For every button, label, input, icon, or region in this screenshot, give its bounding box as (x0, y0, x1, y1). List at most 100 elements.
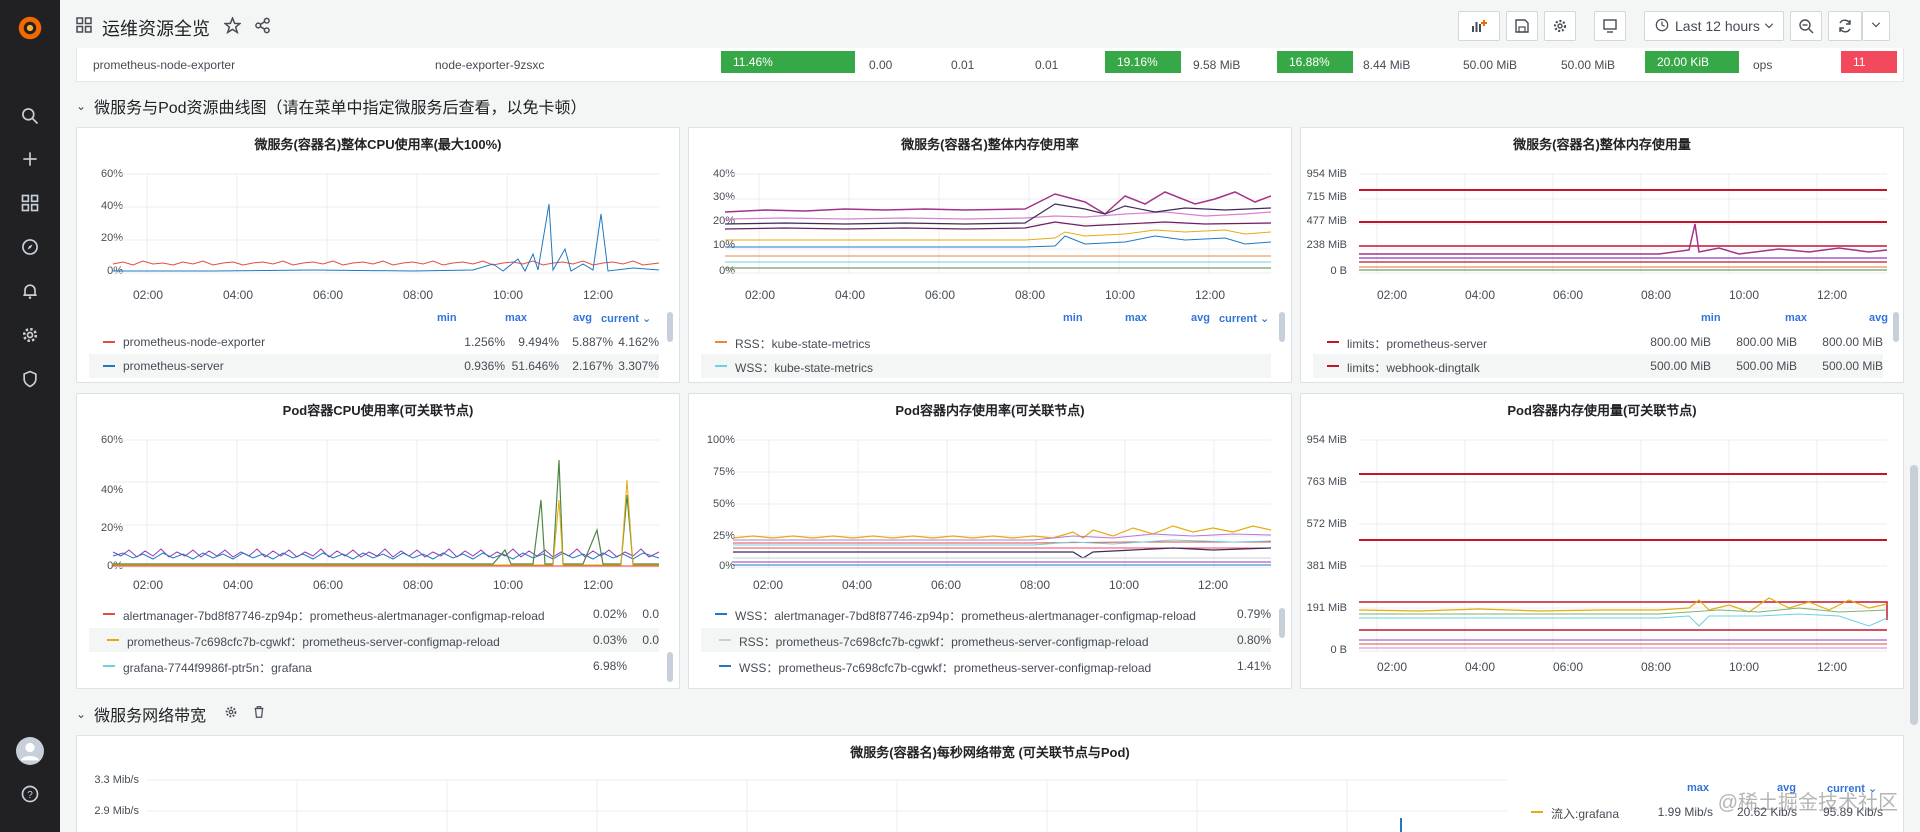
panel-title[interactable]: Pod容器内存使用量(可关联节点) (1507, 403, 1697, 418)
legend-label: RSS：prometheus-7c698cfc7b-cgwkf：promethe… (739, 635, 1149, 649)
legend-col-avg[interactable]: avg (573, 312, 592, 324)
legend-col-max[interactable]: max (1785, 312, 1808, 324)
legend-item[interactable]: RSS：kube-state-metrics (701, 330, 1271, 354)
plus-icon[interactable] (0, 141, 60, 177)
legend-swatch (103, 665, 115, 667)
panel-memory-usage-rate[interactable]: 微服务(容器名)整体内存使用率 40% 30% 20% 10% 0% 02:00… (688, 127, 1292, 383)
legend-value: 800.00 MiB (1650, 335, 1711, 349)
legend-col-max[interactable]: max (1687, 782, 1710, 794)
table-cell: 0.01 (1035, 58, 1059, 72)
trash-icon[interactable] (252, 705, 266, 724)
legend-scrollbar[interactable] (1279, 312, 1285, 342)
table-cell: 0.00 (869, 58, 893, 72)
save-dashboard-button[interactable] (1506, 11, 1538, 41)
add-panel-button[interactable] (1458, 11, 1500, 41)
gear-icon[interactable] (0, 317, 60, 353)
panel-pod-memory-usage[interactable]: Pod容器内存使用量(可关联节点) 954 MiB 763 MiB 572 Mi… (1300, 393, 1904, 689)
legend-col-current[interactable]: current ⌄ (1827, 783, 1878, 795)
legend-col-avg[interactable]: avg (1777, 782, 1796, 794)
legend-col-avg[interactable]: avg (1869, 312, 1888, 324)
avatar[interactable] (0, 733, 60, 769)
panel-title[interactable]: 微服务(容器名)整体内存使用量 (1513, 137, 1691, 152)
legend-col-min[interactable]: min (1063, 312, 1083, 324)
panel-cpu-usage[interactable]: 微服务(容器名)整体CPU使用率(最大100%) 60% 40% 20% 0% … (76, 127, 680, 383)
legend-value: 95.89 Kib/s (1822, 805, 1883, 819)
refresh-interval-dropdown[interactable] (1862, 11, 1890, 41)
gear-icon[interactable] (224, 705, 238, 724)
legend-scrollbar[interactable] (667, 652, 673, 682)
graph-plot[interactable] (724, 173, 1272, 274)
legend-item[interactable]: 流入:grafana 1.99 Mib/s 20.62 Kib/s 95.89 … (1517, 800, 1883, 824)
panel-title[interactable]: 微服务(容器名)整体CPU使用率(最大100%) (254, 137, 502, 152)
panel-title[interactable]: Pod容器CPU使用率(可关联节点) (282, 403, 474, 418)
graph-plot[interactable] (112, 439, 660, 568)
explore-icon[interactable] (0, 229, 60, 265)
panel-pod-cpu-usage[interactable]: Pod容器CPU使用率(可关联节点) 60% 40% 20% 0% 02:00 … (76, 393, 680, 689)
legend-item[interactable]: prometheus-node-exporter 1.256% 9.494% 5… (89, 330, 659, 354)
legend-item[interactable]: grafana-7744f9986f-ptr5n：grafana 6.98% (89, 654, 659, 678)
legend-label: 流入:grafana (1551, 807, 1620, 821)
legend-col-min[interactable]: min (1701, 312, 1721, 324)
table-cell: 50.00 MiB (1561, 58, 1616, 72)
panel-pod-memory-usage-rate[interactable]: Pod容器内存使用率(可关联节点) 100% 75% 50% 25% 0% 02… (688, 393, 1292, 689)
help-icon[interactable]: ? (0, 776, 60, 812)
chevron-down-icon: ⌄ (76, 99, 87, 113)
x-tick: 12:00 (583, 288, 614, 302)
table-cell-gauge: 11.46% (721, 51, 855, 73)
legend-scrollbar[interactable] (1279, 608, 1285, 638)
legend-item[interactable]: prometheus-server 0.936% 51.646% 2.167% … (89, 354, 659, 378)
x-tick: 08:00 (403, 578, 434, 592)
sidebar: ? (0, 0, 60, 832)
panel-network-bandwidth[interactable]: 微服务(容器名)每秒网络带宽 (可关联节点与Pod) 3.3 Mib/s 2.9… (76, 735, 1904, 832)
legend-item[interactable]: alertmanager-7bd8f87746-zp94p：prometheus… (89, 602, 659, 626)
x-tick: 02:00 (753, 578, 784, 592)
y-tick: 238 MiB (1306, 239, 1347, 251)
legend-col-min[interactable]: min (437, 312, 457, 324)
legend-item[interactable]: limits：prometheus-server 800.00 MiB 800.… (1313, 330, 1883, 354)
row-header-pod-resources[interactable]: ⌄ 微服务与Pod资源曲线图（请在菜单中指定微服务后查看，以免卡顿） (76, 94, 587, 118)
graph-plot[interactable] (1359, 173, 1888, 274)
legend-item[interactable]: limits：webhook-dingtalk 500.00 MiB 500.0… (1313, 354, 1883, 378)
legend-col-avg[interactable]: avg (1191, 312, 1210, 324)
legend-scrollbar[interactable] (1893, 312, 1899, 342)
graph-plot[interactable] (1358, 439, 1888, 652)
graph-plot[interactable] (732, 439, 1272, 568)
legend-col-current[interactable]: current ⌄ (601, 313, 652, 325)
y-tick: 60% (100, 168, 123, 180)
legend-label: alertmanager-7bd8f87746-zp94p：prometheus… (123, 609, 545, 623)
panel-title[interactable]: 微服务(容器名)每秒网络带宽 (可关联节点与Pod) (850, 745, 1130, 760)
legend-swatch (719, 639, 731, 641)
y-tick: 2.9 Mib/s (94, 805, 139, 817)
star-icon[interactable] (223, 16, 242, 37)
alert-bell-icon[interactable] (0, 273, 60, 309)
share-icon[interactable] (254, 17, 271, 37)
legend-item[interactable]: WSS：alertmanager-7bd8f87746-zp94p：promet… (701, 602, 1271, 626)
page-title[interactable]: 运维资源全览 (102, 19, 210, 39)
legend-col-max[interactable]: max (1125, 312, 1148, 324)
page-scrollbar[interactable] (1910, 465, 1918, 725)
time-picker-button[interactable]: Last 12 hours (1644, 11, 1784, 41)
legend-col-max[interactable]: max (505, 312, 528, 324)
row-header-network[interactable]: ⌄ 微服务网络带宽 (76, 702, 266, 726)
panel-title[interactable]: Pod容器内存使用率(可关联节点) (895, 403, 1085, 418)
graph-plot[interactable] (112, 173, 660, 274)
grafana-logo-icon[interactable] (0, 8, 60, 48)
panel-title[interactable]: 微服务(容器名)整体内存使用率 (901, 137, 1079, 152)
legend-item[interactable]: prometheus-7c698cfc7b-cgwkf：prometheus-s… (89, 628, 659, 652)
legend-item[interactable]: WSS：prometheus-7c698cfc7b-cgwkf：promethe… (701, 654, 1271, 678)
dashboard-settings-button[interactable] (1544, 11, 1576, 41)
tv-mode-button[interactable] (1594, 11, 1626, 41)
refresh-button[interactable] (1828, 11, 1862, 41)
legend-item[interactable]: RSS：prometheus-7c698cfc7b-cgwkf：promethe… (701, 628, 1271, 652)
shield-icon[interactable] (0, 361, 60, 397)
panel-memory-usage[interactable]: 微服务(容器名)整体内存使用量 954 MiB 715 MiB 477 MiB … (1300, 127, 1904, 383)
legend-label: prometheus-7c698cfc7b-cgwkf：prometheus-s… (127, 635, 500, 649)
graph-plot[interactable] (147, 779, 1507, 832)
legend-col-current[interactable]: current ⌄ (1219, 313, 1270, 325)
legend-item[interactable]: WSS：kube-state-metrics (701, 354, 1271, 378)
legend-scrollbar[interactable] (667, 312, 673, 342)
search-icon[interactable] (0, 98, 60, 134)
dashboards-icon[interactable] (0, 185, 60, 221)
x-tick: 06:00 (313, 578, 344, 592)
zoom-out-button[interactable] (1790, 11, 1822, 41)
